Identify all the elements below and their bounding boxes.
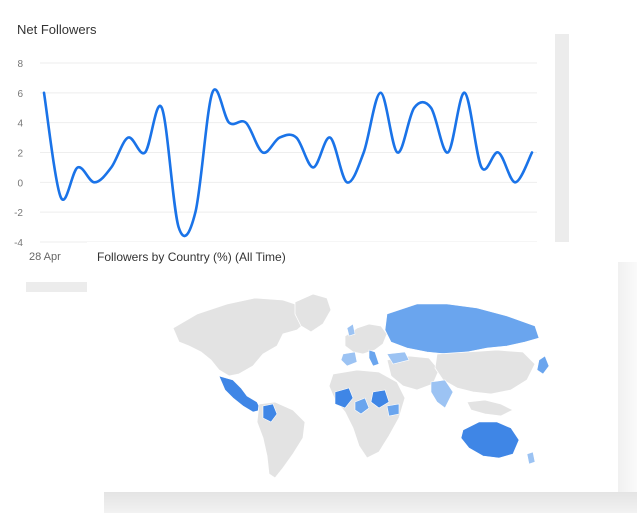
y-gridlines: [40, 62, 537, 243]
y-tick-label: 0: [17, 178, 23, 189]
map-russia: [384, 303, 540, 355]
map-spain: [340, 351, 358, 367]
y-tick-labels: -4 -2 0 2 4 6 8: [14, 59, 23, 249]
world-map: [172, 293, 550, 479]
map-mali: [334, 387, 354, 409]
map-card-shadow-bottom: [104, 492, 637, 513]
map-ethiopia: [386, 403, 400, 417]
y-tick-label: -4: [14, 238, 23, 249]
map-europe: [344, 323, 388, 355]
map-north-america: [172, 297, 312, 377]
net-followers-line: [42, 88, 534, 238]
map-colombia: [262, 403, 278, 423]
map-india: [430, 379, 454, 409]
map-japan: [536, 355, 550, 375]
net-followers-chart: -4 -2 0 2 4 6 8 28 Apr: [14, 59, 537, 263]
net-followers-card: Net Followers -4 -2 0 2 4 6 8 28 Apr: [0, 0, 555, 282]
map-uk: [346, 323, 356, 337]
map-southeast-asia: [466, 399, 514, 417]
map-card-shadow-right: [617, 262, 637, 502]
followers-by-country-card: Followers by Country (%) (All Time): [87, 242, 618, 492]
map-greenland: [294, 293, 332, 333]
y-tick-label: -2: [14, 208, 23, 219]
y-tick-label: 4: [17, 119, 23, 130]
map-new-zealand: [526, 451, 536, 465]
y-tick-label: 8: [17, 59, 23, 70]
x-tick-label-start: 28 Apr: [29, 251, 61, 263]
net-followers-title: Net Followers: [17, 22, 97, 37]
map-italy: [368, 349, 380, 367]
map-sudan: [370, 389, 390, 409]
map-australia: [460, 421, 520, 459]
y-tick-label: 6: [17, 89, 23, 100]
map-nigeria: [354, 397, 370, 415]
map-mexico: [218, 375, 262, 413]
y-tick-label: 2: [17, 149, 23, 160]
followers-by-country-title: Followers by Country (%) (All Time): [97, 250, 286, 264]
map-turkey: [386, 351, 410, 365]
